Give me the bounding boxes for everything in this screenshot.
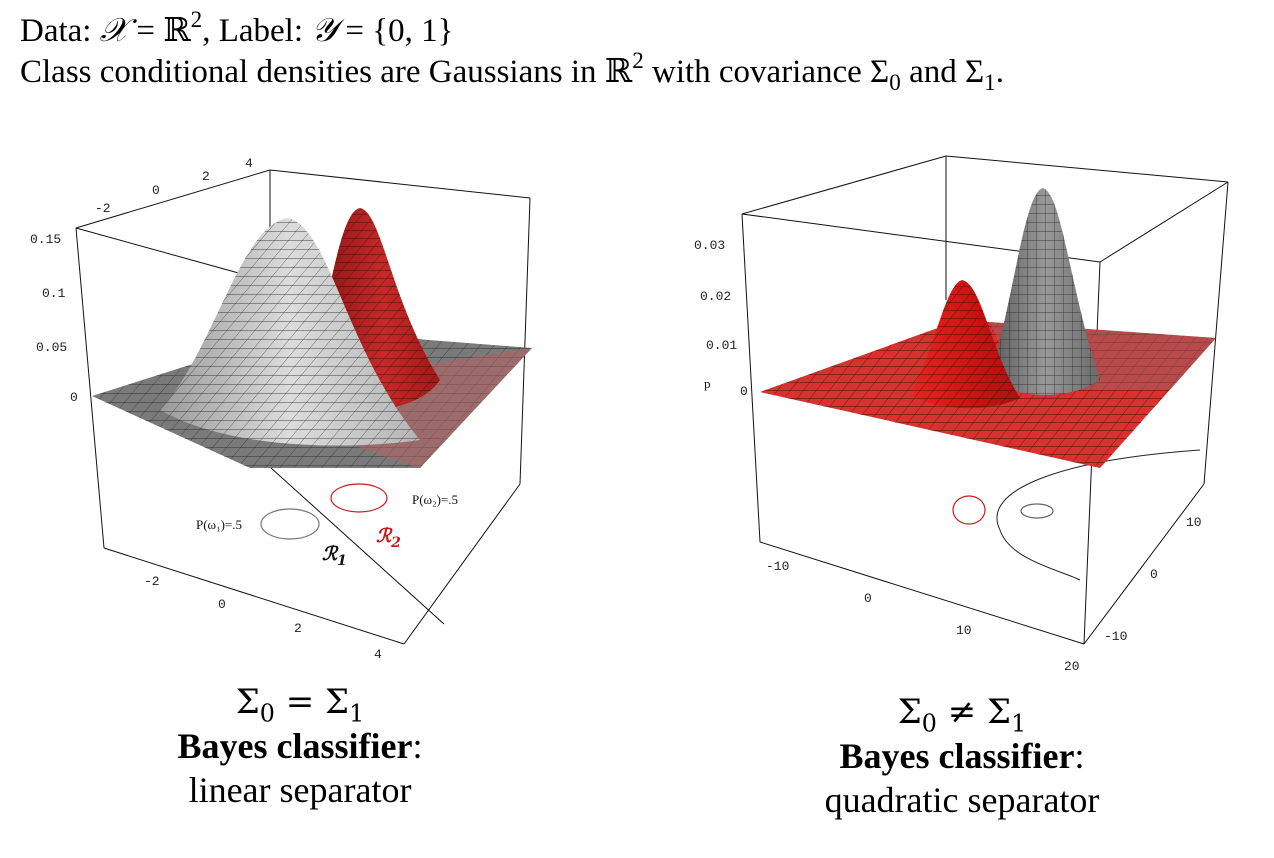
tick-label: 0.01 [706,338,737,353]
tick-label: 0 [864,591,872,606]
subscript: 0 [921,709,937,738]
top-axis-ticks: -2 0 2 4 [95,156,253,216]
prior-class1-label: P(ω₁)=.5 [196,517,242,532]
tick-label: 10 [956,623,972,638]
data-label: Data: [20,13,100,49]
contour-class1 [260,508,320,540]
subscript: 0 [259,699,275,728]
tick-label: 0.1 [42,286,66,301]
left-caption: Σ0 = Σ1 Bayes classifier: linear separat… [100,680,500,812]
bold-label: Bayes classifier [177,726,413,766]
tick-label: 0.15 [30,232,61,247]
x-axis-ticks: -10 0 10 20 [766,559,1080,674]
y-space-symbol: 𝒴 [311,13,338,49]
prior-class2-label: P(ω₂)=.5 [412,492,458,507]
z-axis-label: p [704,376,711,391]
equals: = [128,13,164,49]
contour-class2 [1020,503,1054,519]
y-axis-ticks: 10 0 -10 [1104,515,1202,644]
equal-covariance-equation: Σ0 = Σ1 [100,680,500,728]
left-gaussian-plot: 0.15 0.1 0.05 0 -2 0 2 4 -2 0 2 4 P(ω₁)=… [30,156,532,662]
subscript: 1 [1011,709,1027,738]
contour-class1 [952,495,986,525]
subscript: 1 [349,699,365,728]
tick-label: 0 [218,597,226,612]
tick-label: 0.02 [700,289,731,304]
region2-label: ℛ2 [376,525,401,551]
subscript: 0 [889,69,901,96]
label-label: , Label: [202,13,312,49]
header-text: Class conditional densities are Gaussian… [20,54,605,90]
caption-title: Bayes classifier: [100,724,500,768]
header-line-2: Class conditional densities are Gaussian… [20,49,1004,96]
subscript: 1 [984,69,996,96]
right-gaussian-plot: 0.03 0.02 0.01 0 p -10 0 10 20 10 0 -10 [694,155,1229,674]
tick-label: 0 [1150,567,1158,582]
tick-label: 0 [70,390,78,405]
tick-label: -10 [1104,629,1127,644]
tick-label: 0 [152,183,160,198]
header-text: . [995,54,1004,90]
contour-class2 [330,483,388,513]
operator: = [274,682,326,722]
label-set: = {0, 1} [337,13,454,49]
bottom-axis-ticks: -2 0 2 4 [144,574,382,662]
z-axis-ticks: 0.15 0.1 0.05 0 [30,232,78,405]
tick-label: 4 [374,647,382,662]
superscript: 2 [190,6,203,33]
tick-label: -10 [766,559,789,574]
tick-label: 20 [1064,659,1080,674]
header-text: and Σ [900,54,985,90]
separator-type: quadratic separator [824,780,1100,820]
floor-projection [239,439,445,625]
quadratic-boundary [996,449,1201,581]
unequal-covariance-equation: Σ0 ≠ Σ1 [762,690,1162,738]
right-caption: Σ0 ≠ Σ1 Bayes classifier: quadratic sepa… [762,690,1162,822]
sigma: Σ [325,682,350,722]
bold-label: Bayes classifier [839,736,1075,776]
tick-label: -2 [144,574,160,589]
separator-type: linear separator [188,770,412,810]
tick-label: -2 [95,201,111,216]
bounding-box [75,169,531,645]
superscript: 2 [632,47,644,74]
region1-label: ℛ1 [322,543,347,569]
sigma: Σ [897,692,922,732]
reals-symbol: ℝ [604,51,633,90]
tick-label: 0.03 [694,238,725,253]
caption-title: Bayes classifier: [762,734,1162,778]
sigma: Σ [987,692,1012,732]
operator: ≠ [936,692,988,732]
header-line-1: Data: 𝒳 = ℝ2, Label: 𝒴 = {0, 1} [20,8,1004,51]
colon: : [412,726,423,766]
bounding-box [741,155,1229,645]
slide-header: Data: 𝒳 = ℝ2, Label: 𝒴 = {0, 1} Class co… [20,8,1004,96]
z-axis-ticks: 0.03 0.02 0.01 0 [694,238,748,399]
header-text: with covariance Σ [643,54,890,90]
sigma: Σ [235,682,260,722]
tick-label: 0 [740,384,748,399]
tick-label: 4 [245,156,253,171]
x-space-symbol: 𝒳 [99,13,129,49]
tick-label: 2 [294,621,302,636]
reals-symbol: ℝ [163,10,191,49]
colon: : [1074,736,1085,776]
tick-label: 0.05 [36,340,67,355]
tick-label: 10 [1186,515,1202,530]
tick-label: 2 [202,169,210,184]
